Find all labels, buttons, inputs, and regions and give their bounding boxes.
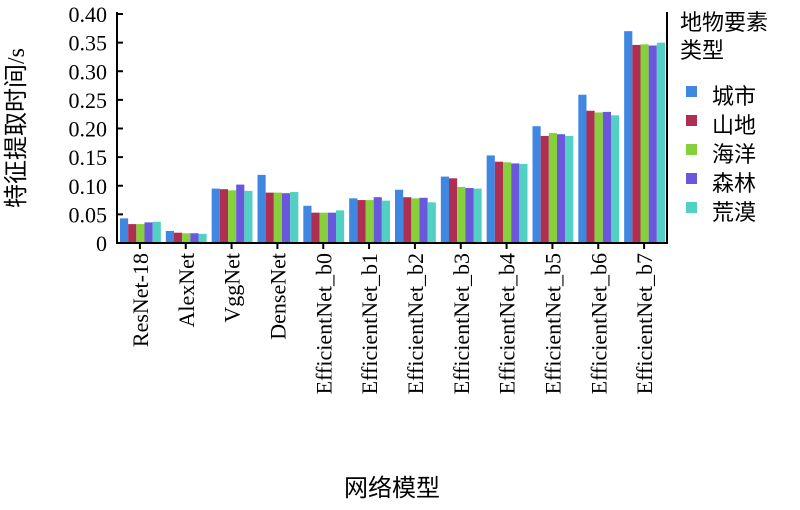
bar-EfficientNet_b5-山地	[540, 135, 549, 243]
bar-EfficientNet_b3-海洋	[457, 186, 466, 243]
bar-AlexNet-森林	[190, 233, 199, 243]
bar-AlexNet-荒漠	[198, 233, 207, 243]
bar-EfficientNet_b6-山地	[586, 110, 595, 243]
bar-EfficientNet_b7-森林	[648, 45, 657, 243]
legend-swatch-山地	[686, 115, 697, 126]
legend-swatch-荒漠	[686, 202, 697, 213]
bar-EfficientNet_b0-城市	[303, 205, 312, 243]
legend-swatch-城市	[686, 86, 697, 97]
bar-EfficientNet_b2-森林	[419, 197, 428, 243]
bar-EfficientNet_b6-城市	[578, 94, 587, 243]
bar-EfficientNet_b2-海洋	[411, 198, 420, 243]
x-tick-label: VggNet	[220, 253, 245, 323]
x-tick-label: EfficientNet_b1	[357, 253, 382, 394]
bar-EfficientNet_b0-海洋	[319, 212, 328, 243]
bar-ResNet-18-海洋	[136, 224, 145, 243]
legend-label: 荒漠	[712, 200, 756, 225]
bar-EfficientNet_b6-海洋	[594, 112, 603, 243]
bar-EfficientNet_b2-荒漠	[427, 202, 436, 243]
bar-AlexNet-山地	[174, 232, 183, 243]
bar-VggNet-荒漠	[244, 190, 253, 243]
bar-EfficientNet_b1-海洋	[365, 200, 374, 243]
bar-EfficientNet_b2-城市	[395, 189, 404, 243]
bar-EfficientNet_b7-荒漠	[656, 42, 665, 243]
bar-EfficientNet_b3-森林	[465, 188, 474, 243]
bar-EfficientNet_b0-山地	[311, 212, 320, 243]
bar-EfficientNet_b5-城市	[532, 126, 541, 243]
x-axis-label: 网络模型	[344, 475, 440, 502]
x-tick-label: AlexNet	[174, 253, 199, 328]
bar-DenseNet-山地	[265, 192, 274, 243]
bar-DenseNet-城市	[257, 174, 266, 243]
bar-EfficientNet_b1-森林	[373, 197, 382, 243]
bar-DenseNet-荒漠	[290, 192, 299, 243]
legend-label: 森林	[712, 171, 756, 196]
bar-EfficientNet_b3-城市	[440, 176, 449, 243]
bar-EfficientNet_b5-森林	[557, 134, 566, 243]
y-tick-label: 0.25	[69, 88, 108, 113]
bar-EfficientNet_b1-荒漠	[381, 200, 390, 243]
bar-AlexNet-海洋	[182, 233, 191, 243]
x-tick-label: EfficientNet_b5	[540, 253, 565, 394]
bar-ResNet-18-荒漠	[152, 221, 161, 243]
x-tick-label: EfficientNet_b4	[495, 253, 520, 394]
bar-AlexNet-城市	[165, 230, 174, 243]
bar-EfficientNet_b7-城市	[624, 31, 633, 243]
x-tick-label: EfficientNet_b0	[311, 253, 336, 394]
bar-EfficientNet_b4-城市	[486, 155, 495, 243]
bar-EfficientNet_b5-海洋	[548, 133, 557, 243]
bar-EfficientNet_b5-荒漠	[565, 135, 574, 243]
x-tick-label: EfficientNet_b7	[632, 253, 657, 394]
y-tick-label: 0.20	[69, 117, 108, 142]
legend-swatch-海洋	[686, 144, 697, 155]
bar-VggNet-城市	[211, 188, 220, 243]
bar-EfficientNet_b0-森林	[327, 212, 336, 243]
bar-EfficientNet_b2-山地	[403, 197, 412, 243]
x-tick-label: EfficientNet_b3	[449, 253, 474, 394]
bar-ResNet-18-山地	[128, 224, 137, 243]
bar-EfficientNet_b3-荒漠	[473, 188, 482, 243]
bar-EfficientNet_b1-城市	[349, 198, 358, 243]
bar-VggNet-海洋	[228, 190, 237, 243]
x-tick-label: EfficientNet_b6	[586, 253, 611, 394]
bar-VggNet-森林	[236, 184, 245, 243]
bar-VggNet-山地	[219, 189, 228, 243]
legend-title-line1: 地物要素	[680, 10, 768, 35]
bar-EfficientNet_b1-山地	[357, 200, 366, 243]
y-tick-label: 0.10	[69, 174, 108, 199]
bar-EfficientNet_b0-荒漠	[336, 210, 345, 243]
bar-ResNet-18-森林	[144, 222, 153, 243]
x-tick-label: EfficientNet_b2	[403, 253, 428, 394]
y-tick-label: 0.40	[69, 2, 108, 27]
legend-title-line2: 类型	[680, 38, 724, 63]
y-axis-label: 特征提取时间/s	[3, 48, 30, 208]
bar-DenseNet-森林	[282, 193, 291, 243]
bar-EfficientNet_b6-森林	[602, 111, 611, 244]
legend-label: 海洋	[712, 142, 756, 167]
y-tick-label: 0.35	[69, 31, 108, 56]
x-tick-label: DenseNet	[265, 253, 290, 340]
legend-swatch-森林	[686, 173, 697, 184]
legend-label: 山地	[712, 113, 756, 138]
bar-EfficientNet_b6-荒漠	[611, 115, 620, 243]
y-tick-label: 0.30	[69, 59, 108, 84]
y-tick-label: 0.05	[69, 202, 108, 227]
bar-EfficientNet_b7-山地	[632, 44, 641, 243]
bar-ResNet-18-城市	[120, 218, 129, 243]
bar-EfficientNet_b3-山地	[449, 178, 458, 243]
bar-EfficientNet_b4-森林	[511, 163, 520, 243]
bar-EfficientNet_b4-海洋	[503, 162, 512, 243]
legend-label: 城市	[712, 84, 756, 109]
bar-DenseNet-海洋	[273, 192, 282, 243]
y-tick-label: 0.15	[69, 145, 108, 170]
bar-EfficientNet_b4-荒漠	[519, 163, 528, 243]
bar-EfficientNet_b4-山地	[494, 161, 503, 243]
bar-EfficientNet_b7-海洋	[640, 44, 649, 243]
y-tick-label: 0	[96, 231, 107, 256]
x-tick-label: ResNet-18	[128, 253, 153, 347]
